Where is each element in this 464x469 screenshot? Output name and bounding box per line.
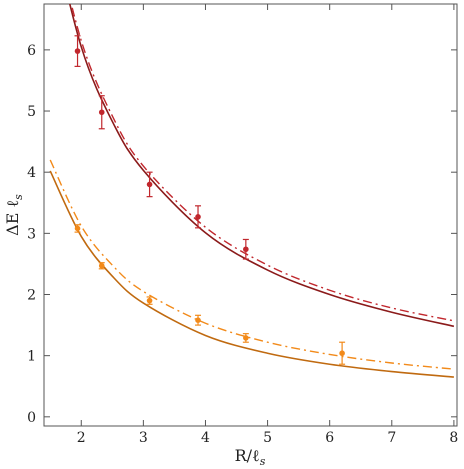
x-tick-label: 4 bbox=[201, 430, 210, 446]
data-point bbox=[243, 335, 249, 341]
y-axis-title: ΔE ℓs bbox=[3, 194, 25, 236]
data-point bbox=[74, 48, 81, 54]
data-point bbox=[98, 109, 105, 116]
x-tick-label: 8 bbox=[449, 430, 458, 446]
curves-layer bbox=[49, 4, 455, 378]
x-tick-label: 6 bbox=[325, 430, 334, 446]
y-tick-label: 4 bbox=[27, 165, 36, 181]
x-axis-title: R/ℓs bbox=[235, 446, 266, 468]
plot-frame bbox=[43, 3, 458, 427]
x-tick-label: 3 bbox=[139, 430, 148, 446]
y-tick-label: 5 bbox=[27, 104, 36, 120]
y-tick-label: 6 bbox=[27, 43, 36, 59]
data-point bbox=[339, 350, 345, 357]
x-tick-label: 2 bbox=[77, 430, 86, 446]
series-0-solid-curve bbox=[68, 4, 455, 328]
data-point bbox=[243, 246, 249, 253]
y-tick-label: 0 bbox=[27, 410, 36, 426]
x-axis-ticks: 2 3 4 5 6 7 8 bbox=[77, 4, 458, 446]
series-1-dashdot-curve bbox=[49, 159, 454, 370]
data-point bbox=[98, 262, 105, 269]
y-tick-label: 2 bbox=[27, 288, 36, 304]
y-tick-label: 3 bbox=[27, 226, 36, 242]
points-layer bbox=[74, 35, 346, 365]
series-1-solid-curve bbox=[49, 170, 454, 378]
x-tick-label: 7 bbox=[387, 430, 396, 446]
data-point bbox=[74, 225, 81, 232]
data-point bbox=[195, 317, 201, 323]
data-point bbox=[146, 297, 153, 304]
data-point bbox=[146, 181, 153, 188]
x-tick-label: 5 bbox=[263, 430, 272, 446]
y-tick-label: 1 bbox=[27, 349, 36, 365]
y-axis-ticks: 0 1 2 3 4 5 6 bbox=[27, 43, 457, 426]
series-0-dashdot-curve bbox=[70, 4, 455, 322]
data-point bbox=[195, 214, 201, 220]
